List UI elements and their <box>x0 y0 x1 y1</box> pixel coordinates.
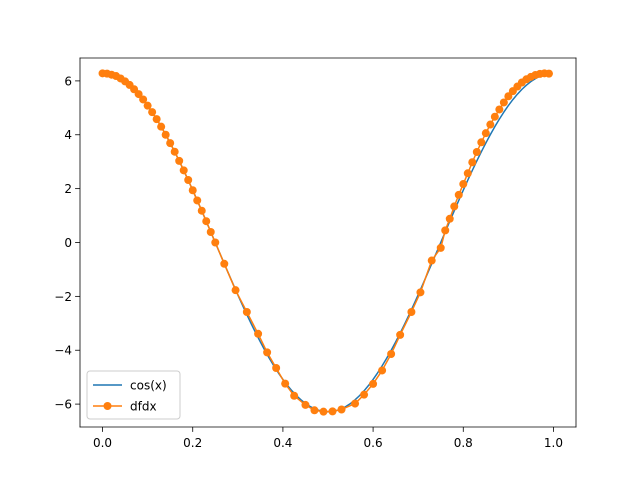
data-point <box>184 176 193 185</box>
x-tick-label: 0.0 <box>93 436 112 450</box>
data-point <box>481 129 490 138</box>
data-point <box>328 407 337 416</box>
series-layer <box>98 69 553 416</box>
y-tick-label: 0 <box>64 236 72 250</box>
data-point <box>499 98 508 107</box>
data-point <box>157 122 166 131</box>
y-tick-label: 6 <box>64 74 72 88</box>
x-tick-label: 0.4 <box>273 436 292 450</box>
data-point <box>231 286 240 295</box>
data-point <box>544 69 553 78</box>
data-point <box>263 348 272 357</box>
data-point <box>441 226 450 235</box>
data-point <box>407 307 416 316</box>
data-point <box>472 148 481 156</box>
data-point <box>416 288 425 297</box>
data-point <box>281 379 290 388</box>
legend: cos(x) dfdx <box>86 370 181 420</box>
data-point <box>139 95 148 104</box>
data-point <box>310 406 319 415</box>
data-point <box>495 105 504 114</box>
data-point <box>468 158 477 167</box>
data-point <box>254 329 263 338</box>
data-point <box>477 138 486 147</box>
data-point <box>202 217 211 226</box>
data-point <box>242 307 251 316</box>
data-point <box>436 243 445 252</box>
data-point <box>301 400 310 409</box>
x-tick-label: 0.6 <box>364 436 383 450</box>
data-point <box>360 390 369 399</box>
data-point <box>337 405 346 414</box>
data-point <box>134 90 143 99</box>
legend-marker-dfdx <box>103 402 112 410</box>
data-point <box>445 214 454 223</box>
axes-frame <box>79 57 577 428</box>
data-point <box>427 256 436 265</box>
data-point <box>319 407 328 416</box>
data-point <box>148 108 157 117</box>
data-point <box>290 391 299 400</box>
data-point <box>197 206 206 215</box>
data-point <box>450 202 459 211</box>
data-point <box>211 238 220 247</box>
data-point <box>369 379 378 388</box>
y-tick-label: −4 <box>54 344 72 358</box>
data-point <box>166 139 175 148</box>
data-point <box>454 190 463 199</box>
y-tick-label: 2 <box>64 182 72 196</box>
data-point <box>170 147 179 156</box>
x-axis: 0.0 0.2 0.4 0.6 0.8 1.0 <box>93 427 563 450</box>
x-tick-label: 0.2 <box>183 436 202 450</box>
data-point <box>188 186 197 195</box>
y-tick-label: −6 <box>54 398 72 412</box>
data-point <box>193 196 202 205</box>
y-tick-label: 4 <box>64 128 72 142</box>
data-point <box>387 350 396 359</box>
data-point <box>351 399 360 408</box>
data-point <box>486 120 495 129</box>
data-point <box>206 228 215 236</box>
x-tick-label: 1.0 <box>544 436 563 450</box>
data-point <box>161 130 170 139</box>
data-point <box>220 259 229 268</box>
data-point <box>179 166 188 175</box>
y-tick-label: −2 <box>54 290 72 304</box>
legend-label-dfdx: dfdx <box>130 400 157 414</box>
y-axis: −6 −4 −2 0 2 4 6 <box>54 74 80 412</box>
data-point <box>396 330 405 339</box>
data-point <box>175 156 184 165</box>
data-point <box>378 366 387 375</box>
data-point <box>459 180 468 189</box>
legend-label-cos: cos(x) <box>130 379 167 393</box>
data-point <box>463 169 472 178</box>
data-point <box>504 92 513 101</box>
x-tick-label: 0.8 <box>454 436 473 450</box>
data-point <box>152 115 161 124</box>
data-point <box>490 112 499 121</box>
data-point <box>272 364 281 373</box>
data-point <box>143 101 152 110</box>
